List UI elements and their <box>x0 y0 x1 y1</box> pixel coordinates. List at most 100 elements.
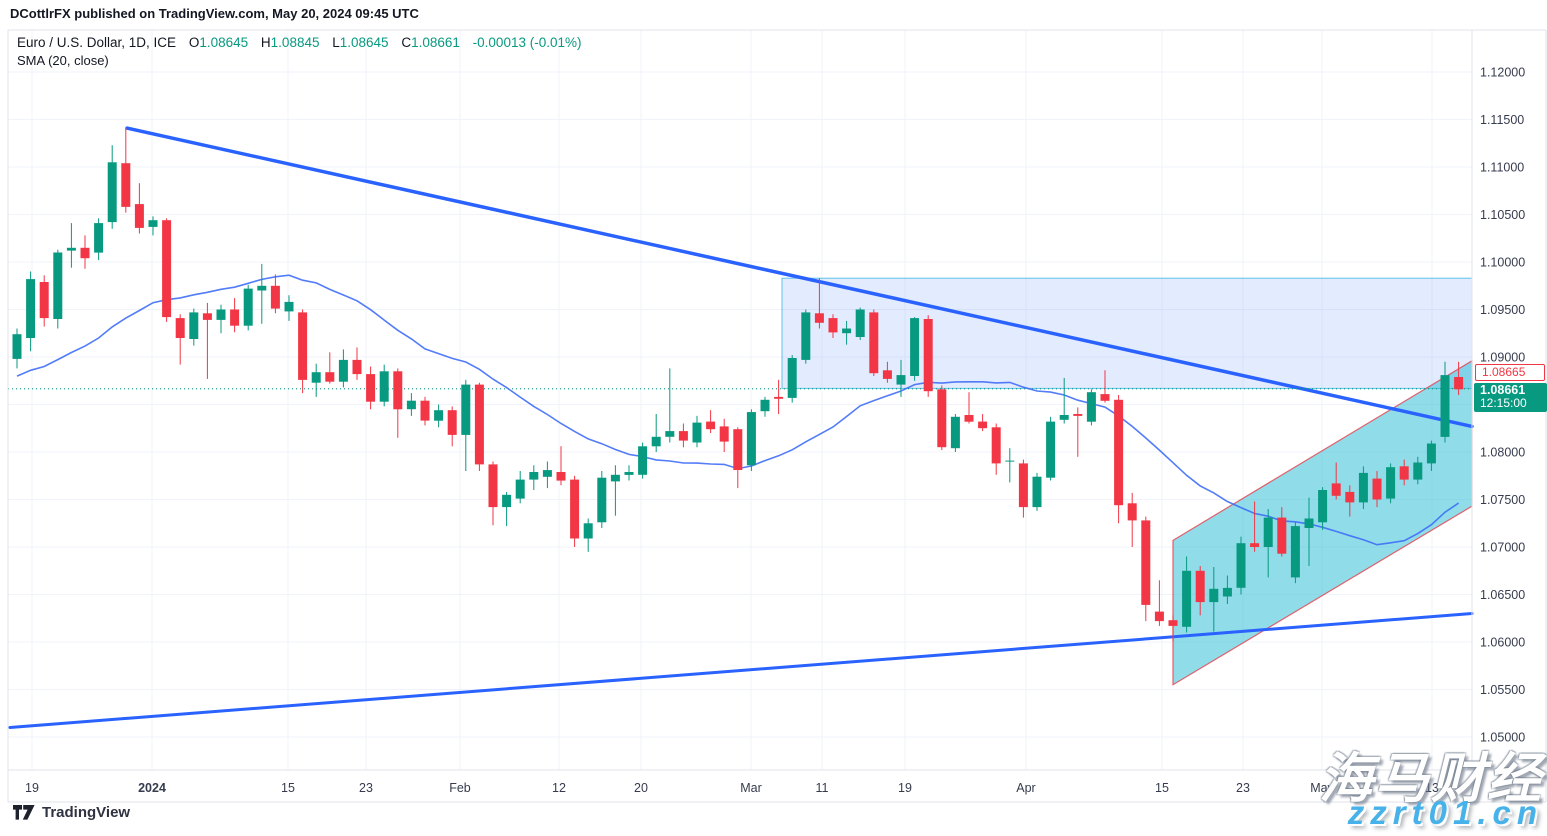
svg-text:13: 13 <box>1425 781 1439 795</box>
svg-text:2024: 2024 <box>138 781 166 795</box>
candle <box>406 400 416 410</box>
candle <box>1168 620 1178 626</box>
candle <box>202 313 212 320</box>
candle <box>1440 375 1450 437</box>
candle <box>937 389 947 448</box>
high-label: H <box>260 35 271 50</box>
candle <box>1154 611 1164 622</box>
resistance-zone-rectangle[interactable] <box>781 277 1473 389</box>
close-label: C <box>401 35 412 50</box>
candle <box>855 309 865 337</box>
svg-text:1.06500: 1.06500 <box>1480 588 1525 602</box>
svg-text:1.11500: 1.11500 <box>1480 113 1524 127</box>
candle <box>1386 467 1396 499</box>
bar-countdown: 12:15:00 <box>1480 396 1527 410</box>
candle <box>678 431 688 441</box>
open-label: O <box>188 35 200 50</box>
svg-text:Feb: Feb <box>449 781 471 795</box>
candle <box>53 252 63 319</box>
tradingview-logo-text: TradingView <box>42 804 131 821</box>
publish-attribution: DCottlrFX published on TradingView.com, … <box>10 6 419 21</box>
svg-text:11: 11 <box>816 781 829 795</box>
svg-text:1.10000: 1.10000 <box>1480 255 1525 269</box>
candle <box>814 313 824 323</box>
candle <box>733 429 743 470</box>
svg-text:1.07500: 1.07500 <box>1480 493 1525 507</box>
candle <box>325 372 335 382</box>
svg-text:Mar: Mar <box>740 781 762 795</box>
candle <box>134 204 144 228</box>
candle <box>991 427 1001 464</box>
candle <box>1073 414 1083 416</box>
gridlines <box>8 30 1472 770</box>
candle <box>1046 421 1056 478</box>
candle <box>624 472 634 475</box>
candle <box>923 319 933 392</box>
candle <box>270 285 280 309</box>
candle <box>1413 462 1423 480</box>
candle <box>148 220 158 227</box>
last-price-label: 1.08661 12:15:00 <box>1474 383 1547 412</box>
candle <box>502 494 512 508</box>
candle <box>1454 377 1464 390</box>
svg-text:15: 15 <box>281 781 295 795</box>
candle <box>66 247 76 251</box>
candle <box>338 359 348 382</box>
ascending-support-trendline[interactable] <box>8 612 1474 729</box>
candle <box>542 470 552 477</box>
candle <box>284 301 294 312</box>
candle <box>121 163 131 207</box>
svg-text:Apr: Apr <box>1016 781 1035 795</box>
candle <box>597 477 607 523</box>
tradingview-logo[interactable]: TradingView <box>13 804 130 821</box>
candle <box>651 436 661 447</box>
candle <box>1318 490 1328 523</box>
candle <box>692 422 702 443</box>
candle <box>26 279 36 338</box>
svg-text:1.06000: 1.06000 <box>1480 635 1525 649</box>
candle <box>1331 483 1341 496</box>
candle <box>474 384 484 465</box>
svg-text:1.05000: 1.05000 <box>1480 730 1525 744</box>
time-axis[interactable]: 19 2024 15 23 Feb 12 20 Mar 11 19 Apr 15 23 May 13 <box>25 781 1439 795</box>
svg-text:23: 23 <box>1236 781 1250 795</box>
candle <box>774 396 784 399</box>
candle <box>257 285 267 291</box>
svg-text:1.09500: 1.09500 <box>1480 303 1525 317</box>
indicator-legend-sma[interactable]: SMA (20, close) <box>17 53 109 68</box>
svg-text:15: 15 <box>1155 781 1169 795</box>
candle <box>1399 466 1409 480</box>
candle <box>1127 503 1137 521</box>
candle <box>869 312 879 374</box>
svg-text:1.07000: 1.07000 <box>1480 540 1525 554</box>
candle <box>434 410 444 421</box>
low-value: 1.08645 <box>339 35 389 50</box>
candle <box>447 410 457 435</box>
close-value: 1.08661 <box>411 35 460 50</box>
price-axis[interactable]: 1.12000 1.11500 1.11000 1.10500 1.10000 1.095… <box>1480 65 1525 744</box>
candle <box>1059 415 1069 420</box>
candle <box>1195 570 1205 603</box>
candle <box>978 421 988 429</box>
candle <box>162 220 172 318</box>
svg-text:20: 20 <box>634 781 648 795</box>
candle <box>488 464 498 508</box>
svg-text:1.11000: 1.11000 <box>1480 160 1524 174</box>
descending-trendline[interactable] <box>125 126 1474 429</box>
svg-text:1.09000: 1.09000 <box>1480 350 1525 364</box>
candle <box>243 288 253 326</box>
candle <box>515 479 525 499</box>
candle <box>1086 392 1096 422</box>
last-price-value: 1.08661 <box>1480 383 1526 397</box>
symbol-title[interactable]: Euro / U.S. Dollar, 1D, ICE <box>17 35 177 50</box>
candle <box>461 384 471 435</box>
tradingview-logo-icon <box>13 805 35 820</box>
candle <box>950 416 960 449</box>
candles[interactable] <box>12 128 1464 642</box>
candle <box>706 421 716 430</box>
high-value: 1.08845 <box>270 35 320 50</box>
candle <box>311 372 321 383</box>
candle <box>39 282 49 319</box>
candle <box>910 318 920 376</box>
